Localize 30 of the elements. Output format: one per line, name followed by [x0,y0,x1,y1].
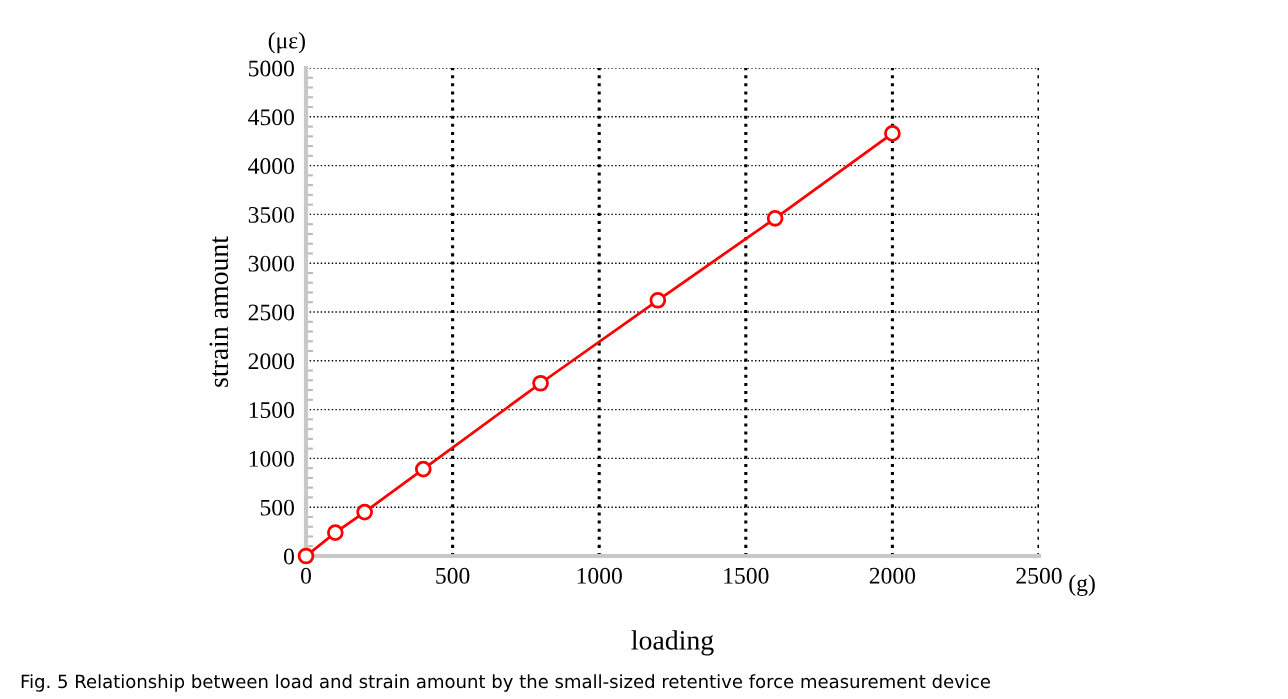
y-tick-label: 1000 [249,450,294,467]
y-tick-label: 5000 [249,60,294,77]
y-tick-label: 4000 [248,158,294,175]
text: (με) [268,31,305,54]
point [414,460,432,478]
y-tick-label: 3000 [248,255,294,272]
point [649,291,667,309]
x-tick-label: 1500 [724,567,769,584]
y-tick-label: 2500 [248,304,294,321]
y-tick-label: 500 [260,499,294,516]
x-tick-label: 2500 [1016,567,1062,584]
y-tick-label: 4500 [248,109,294,126]
x-tick-label: 2000 [869,567,916,584]
point [326,524,344,541]
y-tick-label: 2000 [248,353,294,370]
point [532,374,549,392]
y-axis-title: strain amount [209,236,229,387]
point [884,125,901,142]
x-axis-title: loading [631,630,714,656]
x-tick-label: 0 [301,567,311,584]
y-tick-label: 3500 [248,206,294,223]
point [297,547,315,565]
y-tick-label: 0 [283,548,294,565]
point [766,209,784,227]
x-tick-label: 1000 [577,567,622,584]
point [356,503,373,521]
y-tick-label: 1500 [249,402,294,419]
caption: Fig. 5 Relationship between load and strain amount by the small-sized retentive force measurement device [21,674,990,692]
text: (g) [1069,574,1095,597]
x-tick-label: 500 [436,567,470,584]
